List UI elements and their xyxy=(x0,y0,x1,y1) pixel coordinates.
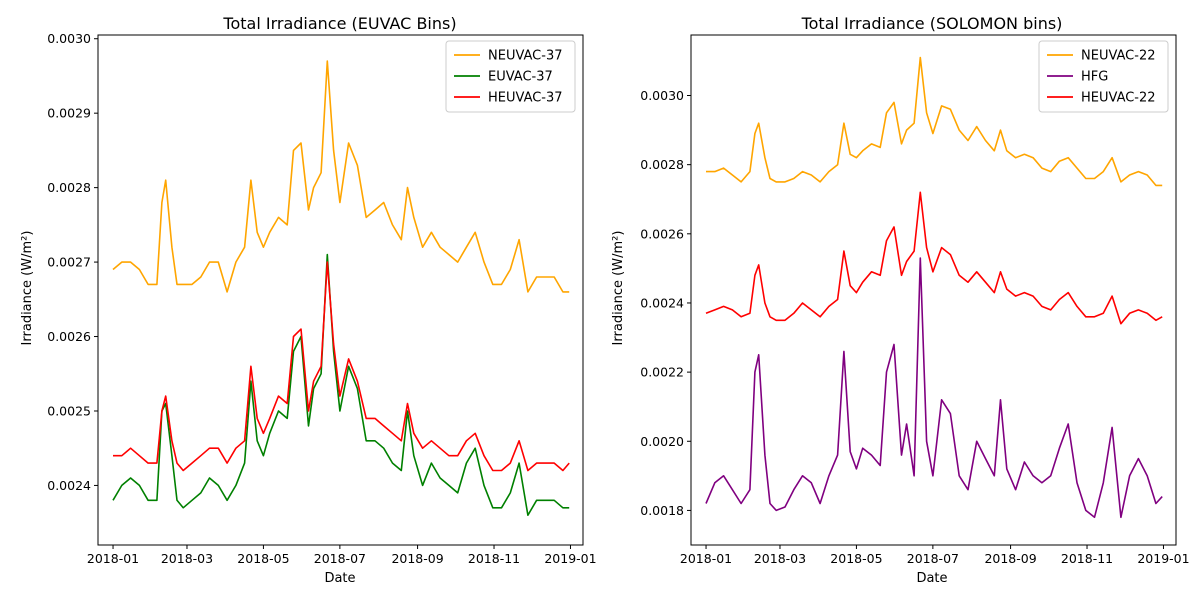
chart-panel-euvac: Total Irradiance (EUVAC Bins) Date Irrad… xyxy=(20,14,597,586)
y-tick-label: 0.0027 xyxy=(47,255,91,270)
legend-label: HEUVAC-37 xyxy=(488,91,563,106)
x-tick-label: 2018-07 xyxy=(907,551,959,566)
x-axis-label: Date xyxy=(916,571,947,586)
chart-title: Total Irradiance (SOLOMON bins) xyxy=(801,14,1063,33)
x-tick-label: 2019-01 xyxy=(1137,551,1189,566)
x-tick-label: 2018-05 xyxy=(830,551,882,566)
y-tick-label: 0.0028 xyxy=(47,180,91,195)
x-tick-label: 2018-01 xyxy=(87,551,139,566)
series-line-hfg xyxy=(705,257,1163,519)
x-tick-label: 2018-01 xyxy=(680,551,732,566)
x-tick-label: 2019-01 xyxy=(544,551,596,566)
y-tick-label: 0.0020 xyxy=(640,434,684,449)
series-line-neuvac-37 xyxy=(112,60,570,293)
y-tick-label: 0.0026 xyxy=(640,226,684,241)
x-tick-label: 2018-03 xyxy=(161,551,213,566)
y-tick-label: 0.0024 xyxy=(47,478,91,493)
y-tick-label: 0.0028 xyxy=(640,157,684,172)
y-axis-label: Irradiance (W/m²) xyxy=(611,231,626,346)
legend-label: EUVAC-37 xyxy=(488,70,553,85)
x-tick-label: 2018-09 xyxy=(984,551,1036,566)
plot-frame xyxy=(690,34,1177,546)
y-tick-label: 0.0026 xyxy=(47,329,91,344)
series-line-heuvac-22 xyxy=(705,191,1163,325)
series-line-neuvac-22 xyxy=(706,56,1163,187)
legend-label: NEUVAC-37 xyxy=(488,49,563,64)
series-line-heuvac-37 xyxy=(113,261,570,472)
y-tick-label: 0.0018 xyxy=(640,503,684,518)
x-tick-label: 2018-11 xyxy=(1061,551,1113,566)
plot-frame xyxy=(97,34,584,546)
x-tick-label: 2018-09 xyxy=(391,551,443,566)
y-axis-label: Irradiance (W/m²) xyxy=(20,231,35,346)
x-axis-label: Date xyxy=(324,571,355,586)
y-tick-label: 0.0029 xyxy=(47,106,91,121)
y-tick-label: 0.0030 xyxy=(47,31,91,46)
legend-box xyxy=(445,40,576,113)
y-tick-label: 0.0022 xyxy=(640,365,684,380)
series-line-euvac-37 xyxy=(112,253,570,517)
y-tick-label: 0.0030 xyxy=(640,88,684,103)
legend-label: HEUVAC-22 xyxy=(1081,91,1156,106)
legend: NEUVAC-37 EUVAC-37 HEUVAC-37 xyxy=(445,40,576,113)
y-tick-label: 0.0025 xyxy=(47,403,91,418)
x-tick-label: 2018-03 xyxy=(754,551,806,566)
y-tick-label: 0.0024 xyxy=(640,295,684,310)
legend-box xyxy=(1038,40,1169,113)
chart-panel-solomon: Total Irradiance (SOLOMON bins) Date Irr… xyxy=(611,14,1190,586)
x-tick-label: 2018-07 xyxy=(314,551,366,566)
legend-label: HFG xyxy=(1081,70,1108,85)
legend: NEUVAC-22 HFG HEUVAC-22 xyxy=(1038,40,1169,113)
chart-title: Total Irradiance (EUVAC Bins) xyxy=(222,14,456,33)
x-tick-label: 2018-11 xyxy=(468,551,520,566)
x-tick-label: 2018-05 xyxy=(237,551,289,566)
legend-label: NEUVAC-22 xyxy=(1081,49,1156,64)
